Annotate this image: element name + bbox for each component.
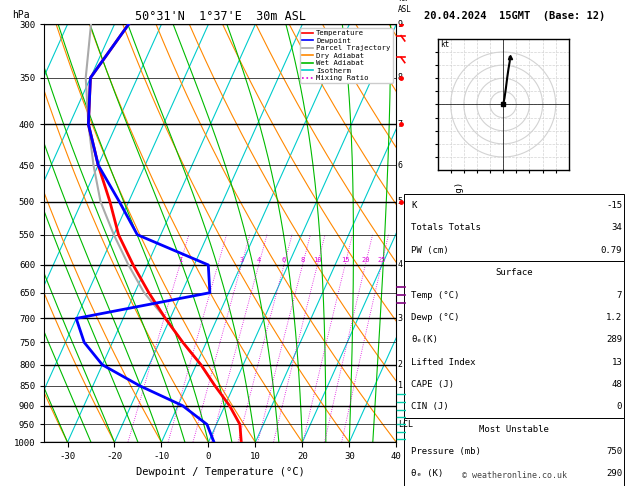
- Text: 5: 5: [398, 197, 403, 206]
- Text: hPa: hPa: [13, 10, 30, 20]
- Text: Pressure (mb): Pressure (mb): [411, 447, 481, 456]
- X-axis label: Dewpoint / Temperature (°C): Dewpoint / Temperature (°C): [136, 467, 304, 477]
- Text: LCL: LCL: [398, 420, 413, 429]
- Text: 8: 8: [398, 73, 403, 82]
- Text: 6: 6: [282, 257, 286, 263]
- Text: 15: 15: [341, 257, 349, 263]
- Text: K: K: [411, 201, 416, 210]
- Text: 2: 2: [398, 360, 403, 369]
- Text: Lifted Index: Lifted Index: [411, 358, 476, 366]
- Text: Temp (°C): Temp (°C): [411, 291, 459, 299]
- Text: 20: 20: [361, 257, 370, 263]
- Text: 3: 3: [239, 257, 243, 263]
- Text: 750: 750: [606, 447, 622, 456]
- Text: θₑ (K): θₑ (K): [411, 469, 443, 478]
- Text: θₑ(K): θₑ(K): [411, 335, 438, 344]
- Text: 20.04.2024  15GMT  (Base: 12): 20.04.2024 15GMT (Base: 12): [423, 11, 605, 21]
- Text: 7: 7: [398, 120, 403, 129]
- Text: 290: 290: [606, 469, 622, 478]
- Legend: Temperature, Dewpoint, Parcel Trajectory, Dry Adiabat, Wet Adiabat, Isotherm, Mi: Temperature, Dewpoint, Parcel Trajectory…: [300, 28, 392, 83]
- Text: Dewp (°C): Dewp (°C): [411, 313, 459, 322]
- Text: 1: 1: [178, 257, 182, 263]
- Text: 10: 10: [313, 257, 321, 263]
- Text: PW (cm): PW (cm): [411, 246, 448, 255]
- Text: CIN (J): CIN (J): [411, 402, 448, 411]
- Text: Totals Totals: Totals Totals: [411, 224, 481, 232]
- Text: 289: 289: [606, 335, 622, 344]
- Bar: [404, 418, 625, 486]
- Text: 9: 9: [398, 20, 403, 29]
- Text: 7: 7: [617, 291, 622, 299]
- Text: Most Unstable: Most Unstable: [479, 425, 549, 434]
- Text: 8: 8: [301, 257, 304, 263]
- Text: 25: 25: [377, 257, 386, 263]
- Text: © weatheronline.co.uk: © weatheronline.co.uk: [462, 471, 567, 480]
- Text: 0.79: 0.79: [601, 246, 622, 255]
- Text: Mixing Ratio (g/kg): Mixing Ratio (g/kg): [455, 182, 464, 284]
- Text: kt: kt: [440, 40, 450, 49]
- Text: Surface: Surface: [496, 268, 533, 277]
- Text: 13: 13: [611, 358, 622, 366]
- Text: 3: 3: [398, 314, 403, 323]
- Text: km
ASL: km ASL: [398, 0, 412, 14]
- Text: 1: 1: [398, 382, 403, 390]
- Text: 48: 48: [611, 380, 622, 389]
- Bar: [404, 194, 625, 261]
- Title: 50°31'N  1°37'E  30m ASL: 50°31'N 1°37'E 30m ASL: [135, 10, 306, 23]
- Text: CAPE (J): CAPE (J): [411, 380, 454, 389]
- Text: 4: 4: [257, 257, 261, 263]
- Text: 1.2: 1.2: [606, 313, 622, 322]
- Text: 34: 34: [611, 224, 622, 232]
- Text: 6: 6: [398, 160, 403, 170]
- Text: 4: 4: [398, 260, 403, 269]
- Text: -15: -15: [606, 201, 622, 210]
- Bar: [404, 261, 625, 418]
- Text: 0: 0: [617, 402, 622, 411]
